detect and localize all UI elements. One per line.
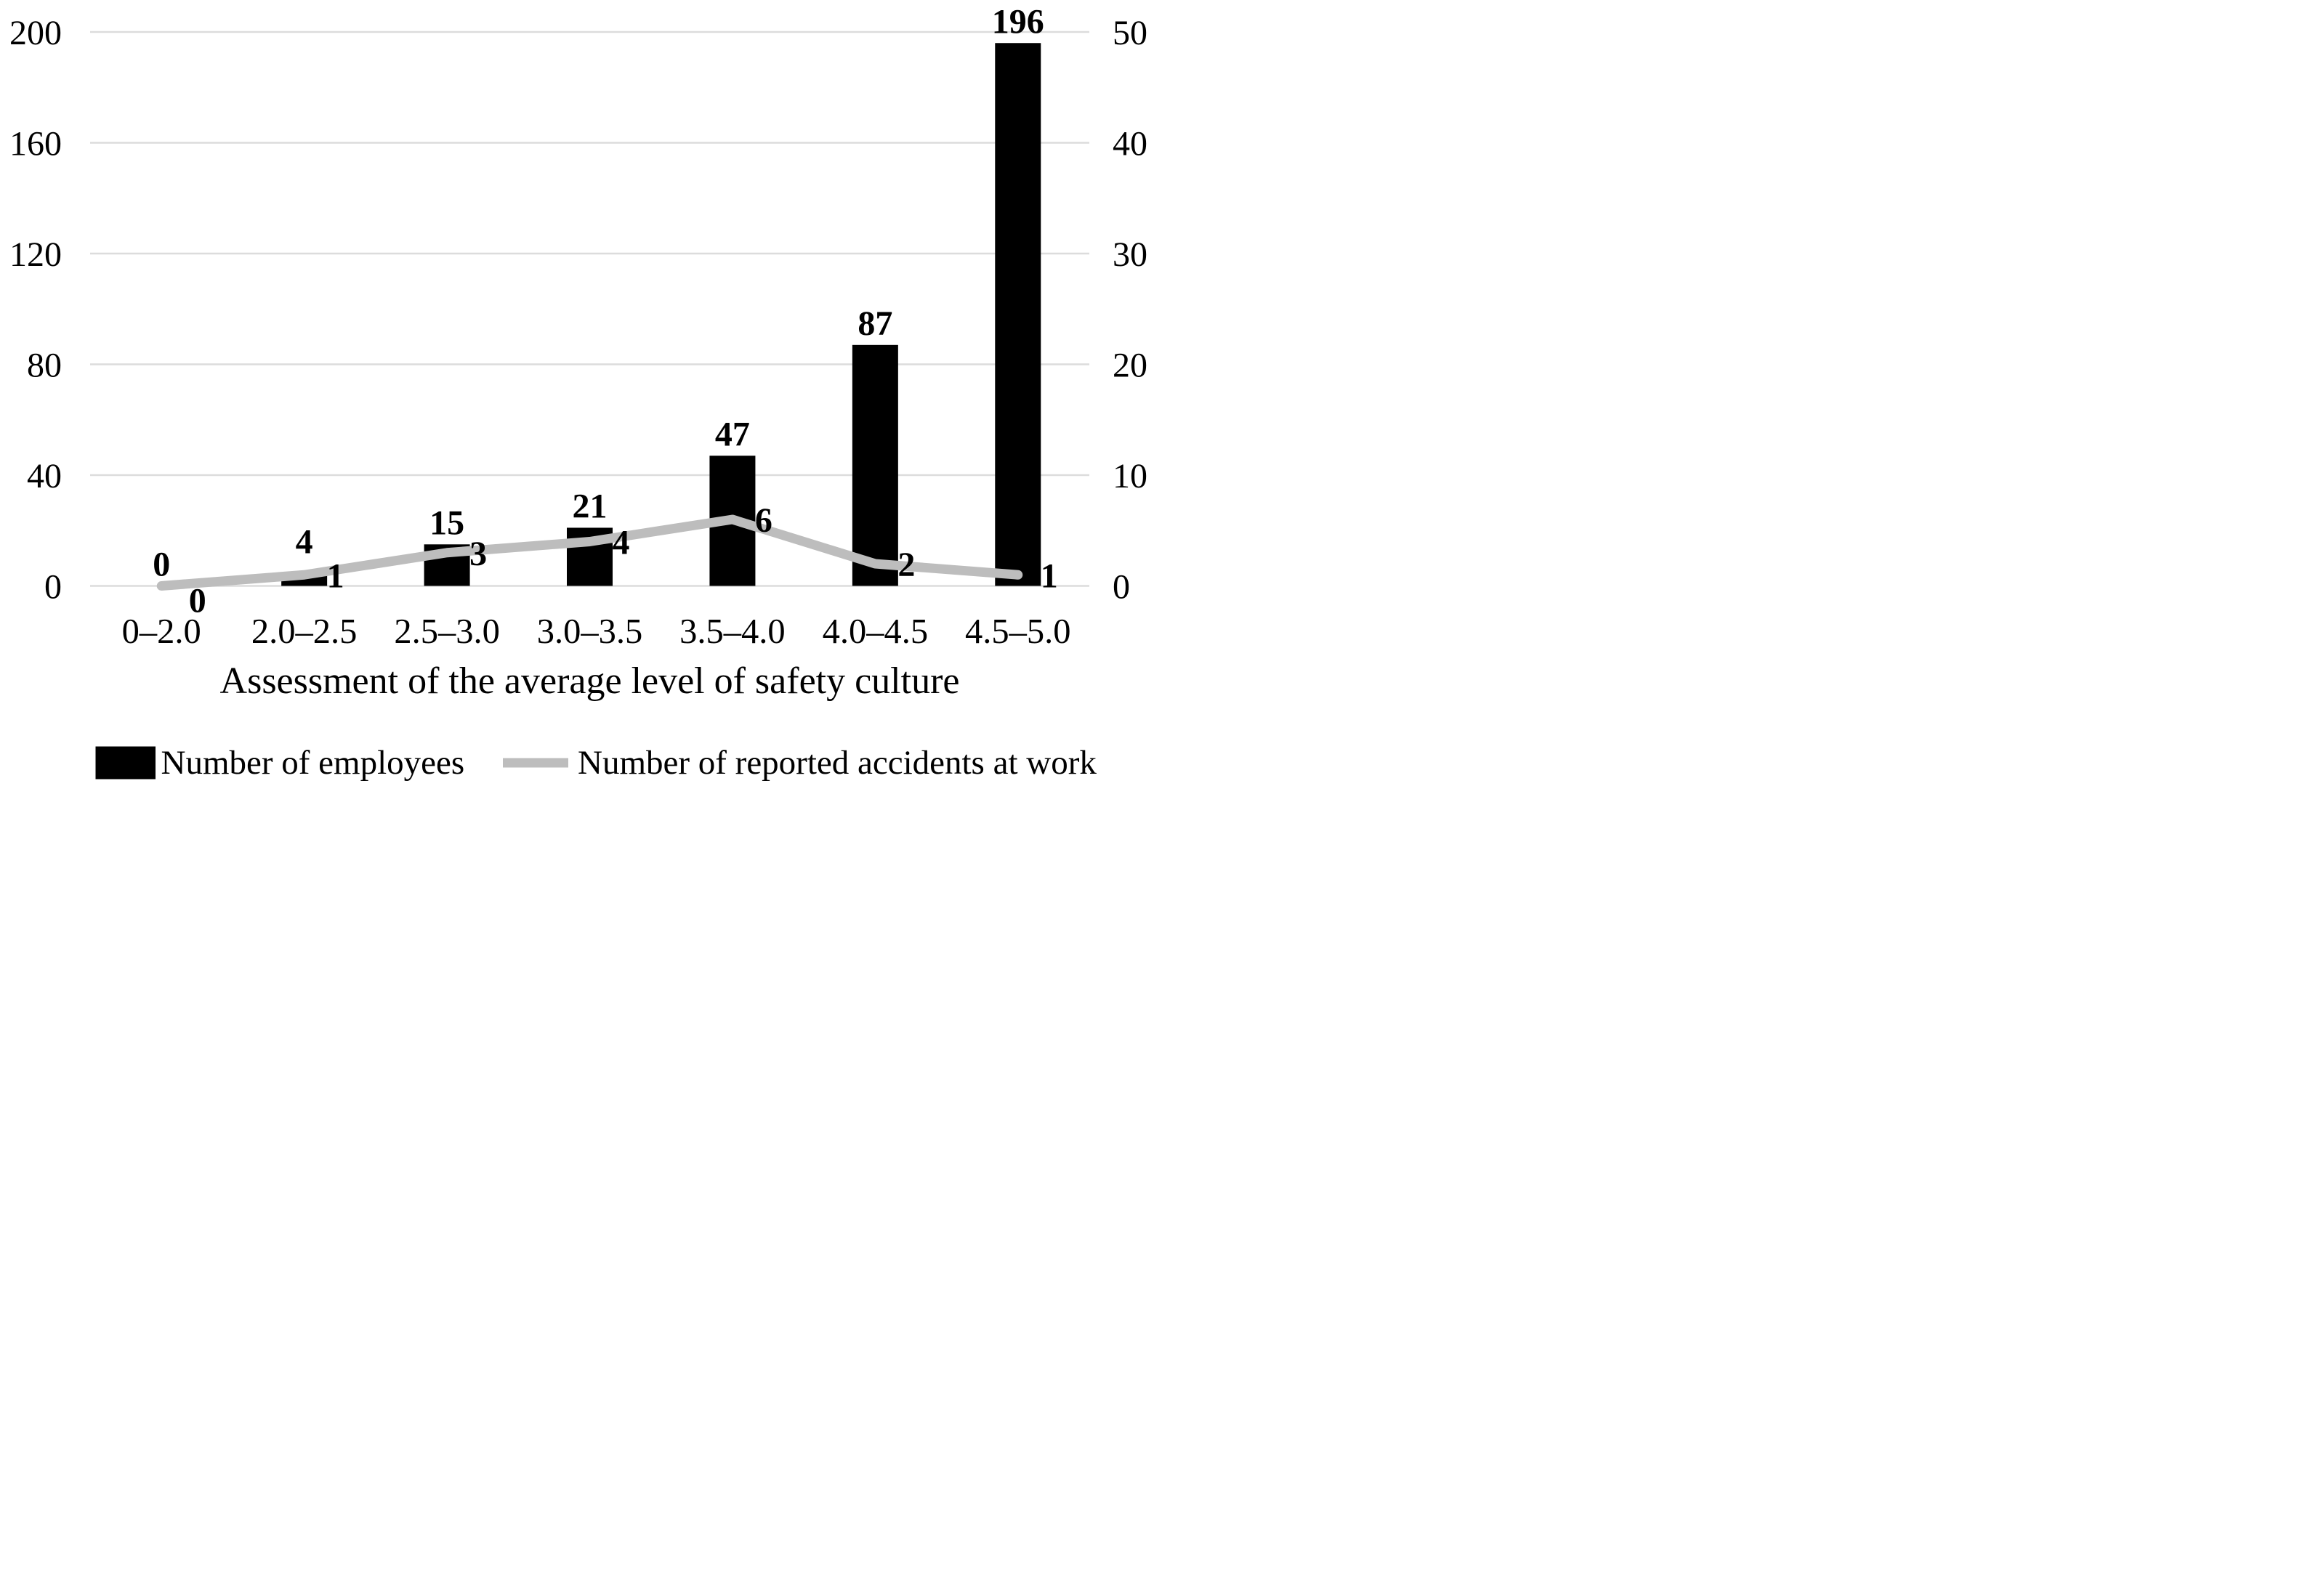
x-axis-tick-label: 0–2.0 [122,612,201,651]
bar-value-labels: 0 4 15 21 47 87 196 [153,2,1044,583]
x-axis-tick-label: 2.5–3.0 [394,612,500,651]
legend-bar-swatch [95,746,156,780]
x-axis-tick-label: 4.0–4.5 [823,612,929,651]
left-axis-tick-label: 40 [27,457,62,495]
left-axis-tick-label: 80 [27,347,62,385]
bar-value-label: 0 [153,546,170,584]
line-value-label: 2 [897,546,915,584]
right-axis-tick-labels: 0 10 20 30 40 50 [1113,14,1147,607]
x-axis-tick-label: 4.5–5.0 [965,612,1071,651]
bar-value-label: 21 [573,487,608,525]
line-series [156,514,1023,591]
bar [995,43,1041,586]
right-axis-tick-label: 30 [1113,235,1147,274]
left-axis-tick-label: 160 [9,125,62,163]
x-axis-title: Assessment of the average level of safet… [220,660,960,702]
line-value-label: 3 [469,535,487,573]
legend-label-employees: Number of employees [161,744,465,782]
line-value-label: 1 [327,556,344,595]
left-axis-tick-label: 200 [9,14,62,52]
bar-value-label: 47 [715,415,750,453]
bar-value-label: 4 [296,522,313,561]
x-axis-tick-label: 2.0–2.5 [251,612,358,651]
left-axis-tick-labels: 0 40 80 120 160 200 [9,14,62,607]
x-axis-tick-labels: 0–2.0 2.0–2.5 2.5–3.0 3.0–3.5 3.5–4.0 4.0–4.5… [122,612,1071,651]
right-axis-tick-label: 40 [1113,125,1147,163]
bar-value-label: 15 [429,503,464,542]
line-value-labels: 0 1 3 4 6 2 1 [189,501,1058,620]
line-value-label: 6 [755,501,772,540]
left-axis-tick-label: 0 [44,568,62,607]
left-axis-tick-label: 120 [9,235,62,274]
right-axis-tick-label: 0 [1113,568,1130,607]
x-axis-tick-label: 3.0–3.5 [537,612,643,651]
line-value-label: 0 [189,582,206,620]
bar [852,344,898,586]
right-axis-tick-label: 50 [1113,14,1147,52]
legend: Number of employees Number of reported a… [95,744,1097,782]
line-path [156,514,1023,591]
bar-value-label: 196 [992,2,1044,41]
bar-value-label: 87 [858,304,892,343]
line-value-label: 4 [613,524,630,562]
right-axis-tick-label: 10 [1113,457,1147,495]
line-value-label: 1 [1041,556,1058,595]
bar-series [281,43,1041,586]
legend-label-accidents: Number of reported accidents at work [578,744,1097,782]
x-axis-tick-label: 3.5–4.0 [679,612,786,651]
right-axis-tick-label: 20 [1113,347,1147,385]
gridlines [90,31,1089,587]
